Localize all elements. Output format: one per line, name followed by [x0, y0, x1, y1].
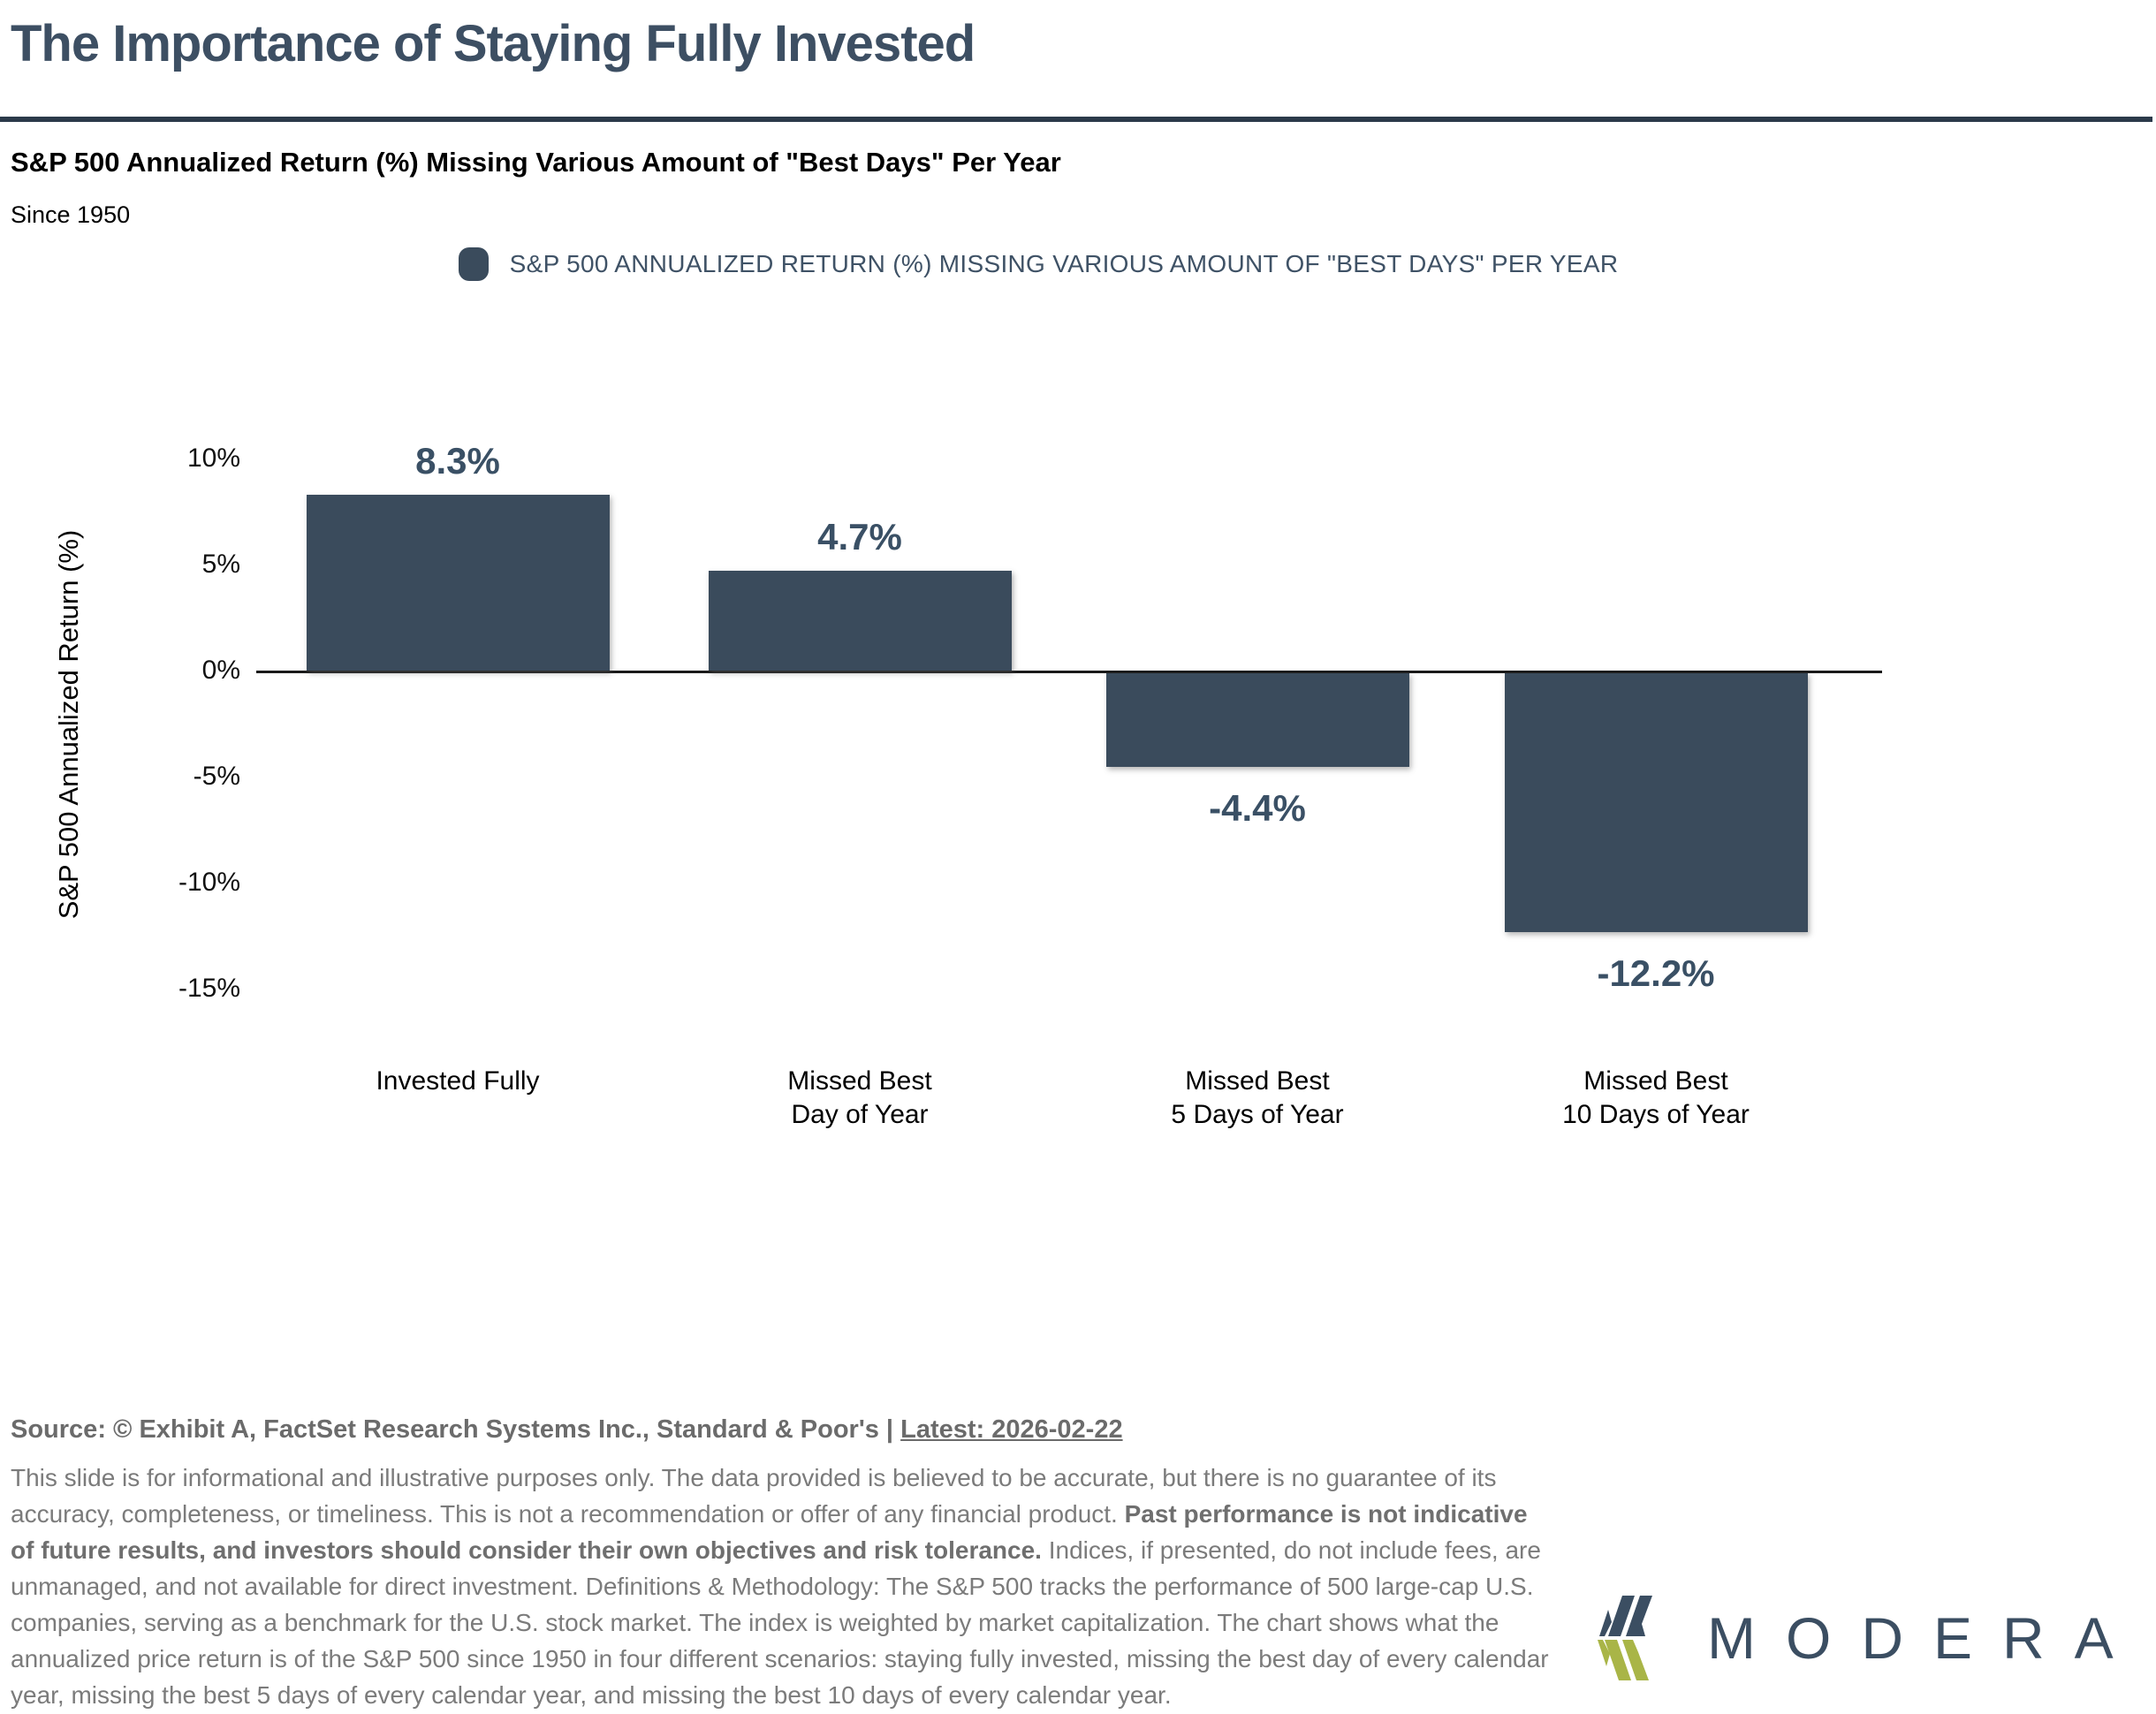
bar-value-label: -12.2%: [1597, 952, 1715, 994]
x-axis-line: [256, 671, 1882, 673]
bar: [306, 494, 610, 671]
disclaimer-segment: Indices, if presented, do not include fe…: [11, 1536, 1549, 1709]
disclaimer-segment: Past performance is not indicative of fu…: [11, 1500, 1528, 1564]
y-tick-label: 0%: [201, 656, 240, 685]
disclaimer-text: This slide is for informational and illu…: [11, 1460, 1555, 1713]
disclaimer-segment: This slide is for informational and illu…: [11, 1464, 1497, 1528]
bar: [1105, 673, 1409, 767]
modera-logo-icon: [1598, 1596, 1652, 1680]
modera-logo: MODERA: [1598, 1592, 2144, 1684]
page-title: The Importance of Staying Fully Invested: [11, 15, 976, 72]
x-category-label: Missed Best Day of Year: [787, 1066, 932, 1129]
bar: [1504, 673, 1808, 932]
bar-value-label: 8.3%: [415, 439, 500, 482]
source-line: Source: © Exhibit A, FactSet Research Sy…: [11, 1415, 1123, 1445]
y-axis-title: S&P 500 Annualized Return (%): [53, 529, 84, 920]
y-tick-label: -5%: [193, 762, 240, 791]
chart-subtitle: S&P 500 Annualized Return (%) Missing Va…: [11, 147, 1061, 178]
bar-value-label: 4.7%: [817, 516, 902, 558]
y-tick-label: 10%: [186, 444, 240, 473]
x-category-label: Missed Best 10 Days of Year: [1562, 1066, 1750, 1129]
chart-legend: S&P 500 ANNUALIZED RETURN (%) MISSING VA…: [0, 247, 2116, 281]
modera-wordmark: MODERA: [1707, 1605, 2144, 1671]
y-tick-label: 5%: [201, 550, 240, 579]
bar: [708, 571, 1012, 671]
y-tick-label: -10%: [178, 868, 240, 897]
source-latest-link[interactable]: Latest: 2026-02-22: [900, 1415, 1123, 1444]
bar-value-label: -4.4%: [1209, 786, 1306, 829]
bar-chart: S&P 500 Annualized Return (%) 10% 5% 0% -5%…: [0, 389, 2156, 1184]
source-text: Source: © Exhibit A, FactSet Research Sy…: [11, 1415, 901, 1444]
x-category-label: Missed Best 5 Days of Year: [1171, 1066, 1344, 1129]
title-divider: [0, 117, 2152, 122]
chart-period: Since 1950: [11, 201, 131, 228]
legend-label: S&P 500 ANNUALIZED RETURN (%) MISSING VA…: [509, 250, 1619, 277]
legend-marker-icon: [458, 247, 489, 281]
y-tick-label: -15%: [178, 974, 240, 1003]
x-category-label: Invested Fully: [376, 1066, 540, 1096]
